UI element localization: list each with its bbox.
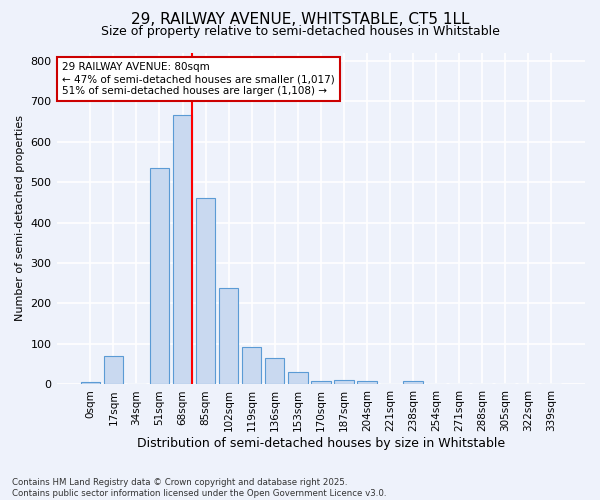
X-axis label: Distribution of semi-detached houses by size in Whitstable: Distribution of semi-detached houses by … — [137, 437, 505, 450]
Bar — [288, 372, 308, 384]
Bar — [311, 381, 331, 384]
Bar — [173, 115, 193, 384]
Bar — [242, 347, 262, 385]
Bar — [334, 380, 353, 384]
Bar — [219, 288, 238, 384]
Bar — [357, 381, 377, 384]
Bar — [265, 358, 284, 384]
Bar — [196, 198, 215, 384]
Bar — [80, 382, 100, 384]
Text: Contains HM Land Registry data © Crown copyright and database right 2025.
Contai: Contains HM Land Registry data © Crown c… — [12, 478, 386, 498]
Y-axis label: Number of semi-detached properties: Number of semi-detached properties — [15, 116, 25, 322]
Text: 29 RAILWAY AVENUE: 80sqm
← 47% of semi-detached houses are smaller (1,017)
51% o: 29 RAILWAY AVENUE: 80sqm ← 47% of semi-d… — [62, 62, 335, 96]
Bar — [149, 168, 169, 384]
Bar — [104, 356, 123, 384]
Text: 29, RAILWAY AVENUE, WHITSTABLE, CT5 1LL: 29, RAILWAY AVENUE, WHITSTABLE, CT5 1LL — [131, 12, 469, 28]
Text: Size of property relative to semi-detached houses in Whitstable: Size of property relative to semi-detach… — [101, 25, 499, 38]
Bar — [403, 381, 423, 384]
